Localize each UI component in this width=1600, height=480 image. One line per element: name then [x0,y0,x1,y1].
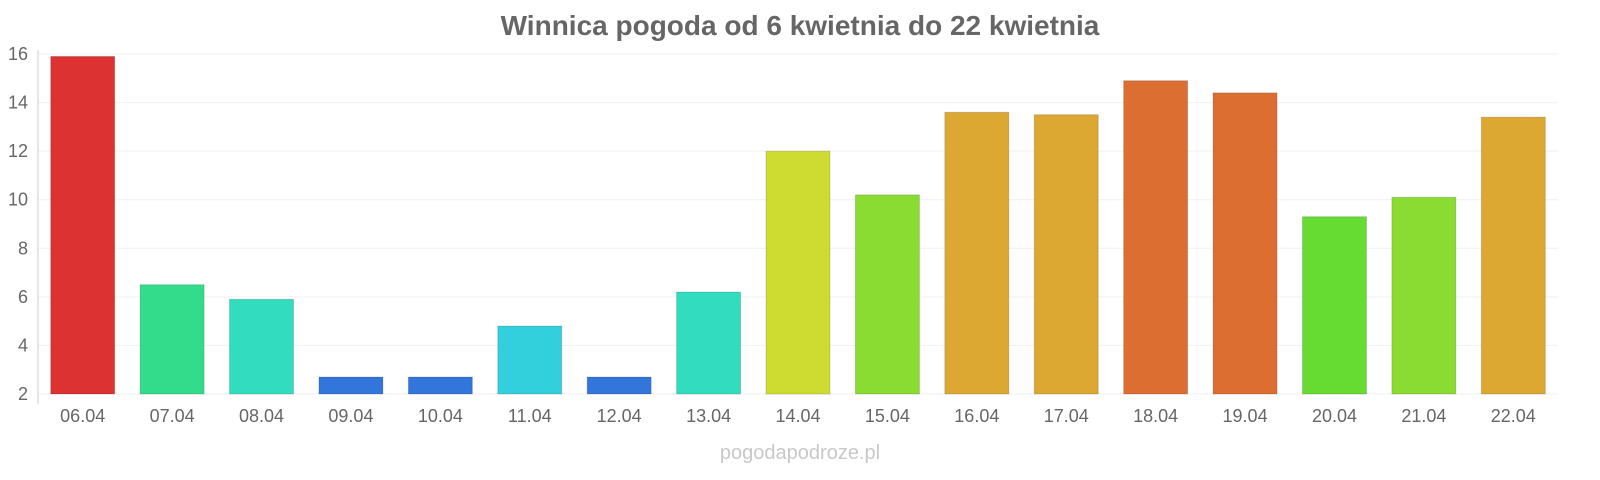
y-tick-label: 2 [18,384,28,404]
y-tick-label: 12 [8,141,28,161]
watermark: pogodapodroze.pl [719,442,881,464]
y-tick-label: 4 [18,335,28,355]
bar-12.04 [586,376,652,395]
x-tick-label: 19.04 [1223,406,1268,426]
bar-09.04 [318,376,384,395]
bar-22.04 [1480,116,1546,395]
x-tick-label: 20.04 [1312,406,1357,426]
bar-19.04 [1212,92,1278,395]
bar-08.04 [229,298,295,395]
bar-13.04 [676,291,742,395]
bar-20.04 [1301,216,1367,395]
bar-21.04 [1391,196,1457,395]
x-tick-label: 17.04 [1044,406,1089,426]
bar-18.04 [1123,80,1189,395]
x-tick-label: 08.04 [239,406,284,426]
bar-16.04 [944,111,1010,395]
chart-title: Winnica pogoda od 6 kwietnia do 22 kwiet… [500,10,1100,41]
bar-17.04 [1033,114,1099,395]
y-tick-label: 10 [8,190,28,210]
bar-11.04 [497,325,563,395]
x-tick-label: 11.04 [508,406,552,426]
x-tick-label: 09.04 [328,406,373,426]
bar-10.04 [407,376,473,395]
x-tick-label: 13.04 [686,406,731,426]
bar-15.04 [854,194,920,395]
y-tick-label: 6 [18,287,28,307]
x-tick-label: 12.04 [597,406,642,426]
x-tick-label: 21.04 [1401,406,1446,426]
bar-06.04 [50,55,116,395]
bar-07.04 [139,284,205,395]
y-tick-label: 16 [8,44,28,64]
x-tick-label: 18.04 [1133,406,1178,426]
x-tick-label: 16.04 [954,406,999,426]
x-tick-label: 07.04 [150,406,195,426]
y-tick-label: 8 [18,238,28,258]
x-tick-label: 15.04 [865,406,910,426]
y-tick-label: 14 [8,93,28,113]
x-tick-label: 22.04 [1491,406,1536,426]
x-tick-label: 14.04 [775,406,820,426]
bar-14.04 [765,150,831,395]
x-tick-label: 06.04 [60,406,105,426]
x-tick-label: 10.04 [418,406,463,426]
